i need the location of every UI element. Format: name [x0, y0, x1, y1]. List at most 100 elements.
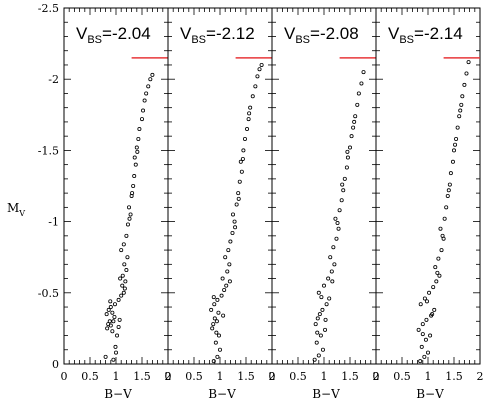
data-point [460, 94, 465, 99]
data-point [345, 149, 350, 154]
data-point [219, 293, 224, 298]
data-point [215, 297, 220, 302]
x-tick-label: 0.5 [393, 370, 411, 383]
data-point [119, 248, 124, 253]
x-tick-label: 1.5 [237, 370, 255, 383]
data-point [331, 245, 336, 250]
data-point [355, 102, 360, 107]
data-point [342, 176, 347, 181]
panel-label: VBS=-2.12 [180, 24, 255, 46]
panel-label-main: V [284, 24, 296, 43]
x-tick-label: 1 [217, 370, 224, 383]
data-point [321, 283, 326, 288]
data-point [220, 276, 225, 281]
data-point [444, 205, 449, 210]
data-point [112, 315, 117, 320]
data-point [214, 319, 219, 324]
data-point [132, 155, 137, 160]
data-point [316, 290, 321, 295]
data-point [241, 148, 246, 153]
data-point [433, 265, 438, 270]
data-point [312, 357, 317, 362]
y-axis-title-subscript: V [18, 209, 25, 218]
data-point [236, 191, 241, 196]
x-tick-label: 1.5 [133, 370, 151, 383]
data-point [227, 279, 232, 284]
data-point [230, 212, 235, 217]
data-point [216, 310, 221, 315]
data-point [247, 111, 252, 116]
panel-frame [63, 7, 169, 365]
data-point [211, 322, 216, 327]
data-point [125, 222, 130, 227]
data-point [440, 233, 445, 238]
data-point [349, 134, 354, 139]
data-point [135, 149, 140, 154]
data-point [336, 226, 341, 231]
data-point [146, 84, 151, 89]
data-point [110, 310, 115, 315]
data-point [453, 142, 458, 147]
data-point [339, 198, 344, 203]
data-point [318, 333, 323, 338]
panel-label-main: V [180, 24, 192, 43]
data-point [211, 295, 216, 300]
data-point [330, 279, 335, 284]
data-point [112, 302, 117, 307]
data-point [356, 91, 361, 96]
data-point [108, 299, 113, 304]
x-tick-label: 0 [165, 370, 172, 383]
data-point [419, 344, 424, 349]
data-point [431, 285, 436, 290]
data-point [317, 312, 322, 317]
data-point [250, 94, 255, 99]
data-point [435, 270, 440, 275]
data-point [216, 333, 221, 338]
data-point [103, 354, 108, 359]
y-tick-label: -1.5 [38, 144, 59, 157]
data-point [226, 248, 231, 253]
x-axis-title: B−V [208, 387, 236, 401]
data-point [323, 327, 328, 332]
data-point [107, 319, 112, 324]
data-point [144, 91, 149, 96]
data-point [334, 236, 339, 241]
data-point [446, 188, 451, 193]
x-tick-label: 0 [61, 370, 68, 383]
data-point [124, 233, 129, 238]
data-point [319, 295, 324, 300]
data-point [422, 354, 427, 359]
data-point [217, 347, 222, 352]
y-axis-title: MV [7, 201, 25, 218]
data-point [442, 216, 447, 221]
data-point [120, 273, 125, 278]
data-point [422, 296, 427, 301]
data-point [466, 60, 471, 65]
data-point [131, 183, 136, 188]
x-tick-label: 2 [165, 370, 172, 383]
data-point [233, 225, 238, 230]
data-point [215, 354, 220, 359]
data-point [462, 82, 467, 87]
x-tick-label: 0 [373, 370, 380, 383]
panel-3: 0 0.5 1 1.5 2 B−V VBS=-2.08 [269, 7, 380, 401]
data-point [315, 330, 320, 335]
data-point [320, 347, 325, 352]
panel-frame [375, 7, 481, 365]
data-point [259, 62, 264, 67]
panel-1: 0 0.5 1 1.5 2 B−V -2.5 -2 -1.5 -1 -0.5 0 VBS=-2.04 [38, 2, 172, 401]
panel-label-main: V [76, 24, 88, 43]
data-point [116, 297, 121, 302]
data-point [416, 327, 421, 332]
data-point [341, 188, 346, 193]
data-point [106, 307, 111, 312]
data-point [122, 286, 127, 291]
data-point [333, 216, 338, 221]
data-point [128, 212, 133, 217]
panel-label-value: =-2.08 [310, 24, 359, 43]
data-point [457, 114, 462, 119]
data-point [315, 316, 320, 321]
data-point [420, 322, 425, 327]
data-point [450, 159, 455, 164]
